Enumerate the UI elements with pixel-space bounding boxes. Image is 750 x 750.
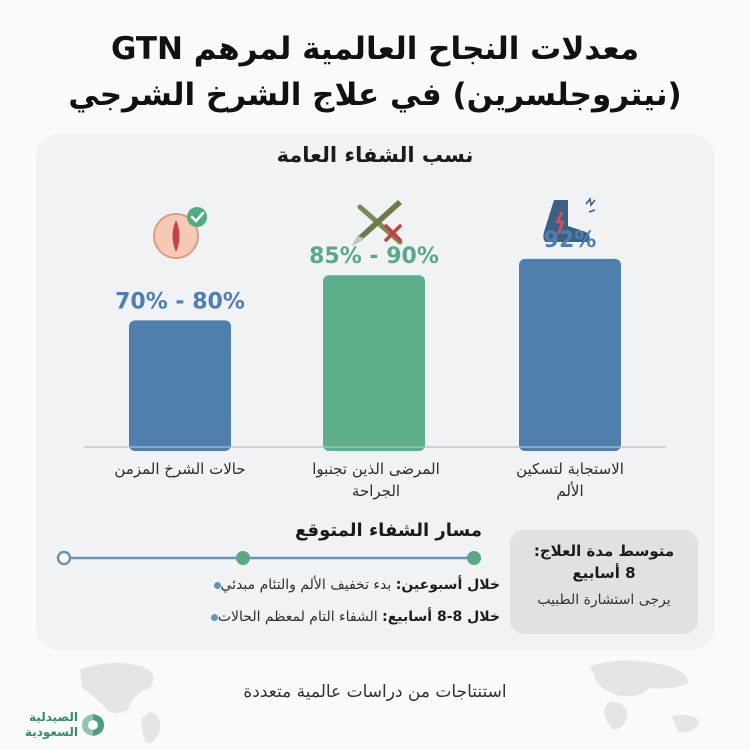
- bar-data-label: 70% - 80%: [115, 289, 245, 314]
- category-label-line: الاستجابة لتسكين: [516, 460, 624, 478]
- world-map-decoration: [80, 660, 700, 743]
- bullet-dot: [213, 581, 221, 589]
- bullet-text: بدء تخفيف الألم والتئام مبدئي: [220, 577, 396, 593]
- category-label-line: المرضى الذين تجنبوا: [312, 460, 440, 478]
- recovery-bullet: خلال 8-8 أسابيع: الشفاء التام لمعظم الحا…: [100, 609, 500, 625]
- category-label: الاستجابة لتسكين الألم: [480, 458, 660, 502]
- bullet-bold: خلال 8-8 أسابيع:: [382, 609, 500, 625]
- bar-data-label: 85% - 90%: [309, 244, 439, 269]
- bars-layer: 70% - 80% 85% - 90% 92%: [115, 228, 621, 451]
- pain-relief-icon: [543, 197, 596, 242]
- category-label-line: الجراحة: [351, 482, 401, 500]
- bar: [323, 275, 425, 451]
- bullet-bold: خلال أسبوعين:: [395, 577, 500, 593]
- bullet-dot: [210, 613, 218, 621]
- footer-text: استنتاجات من دراسات عالمية متعددة: [243, 682, 507, 702]
- category-label: المرضى الذين تجنبوا الجراحة: [286, 458, 466, 502]
- duration-value: 8 أسابيع: [572, 564, 636, 582]
- brand-logo: الصيدلية السعودية: [14, 708, 134, 744]
- scalpel-crossed-icon: [352, 200, 403, 246]
- fissure-check-icon: [153, 207, 207, 259]
- category-label: حالات الشرخ المزمن: [114, 460, 246, 478]
- duration-box: متوسط مدة العلاج: 8 أسابيع يرجى استشارة …: [510, 530, 698, 634]
- recovery-bullet: خلال أسبوعين: بدء تخفيف الألم والتئام مب…: [100, 577, 500, 593]
- bar: [129, 320, 231, 451]
- bullet-text: الشفاء التام لمعظم الحالات: [217, 609, 383, 625]
- duration-note: يرجى استشارة الطبيب: [537, 592, 671, 608]
- title-line-1: معدلات النجاح العالمية لمرهم GTN: [110, 31, 640, 67]
- chart-title: نسب الشفاء العامة: [276, 143, 474, 167]
- logo-mark-icon: [82, 714, 104, 736]
- bar-data-label: 92%: [544, 228, 597, 253]
- logo-line-1: الصيدلية: [29, 710, 78, 724]
- page-title: معدلات النجاح العالمية لمرهم GTN (نيتروج…: [20, 26, 730, 118]
- logo-line-2: السعودية: [24, 725, 78, 739]
- duration-label: متوسط مدة العلاج:: [533, 542, 675, 560]
- title-line-2: (نيتروجلسرين) في علاج الشرخ الشرجي: [68, 77, 682, 113]
- logo-text: الصيدلية السعودية: [14, 710, 78, 740]
- bar: [519, 258, 621, 451]
- category-label-line: الألم: [556, 482, 584, 500]
- recovery-title: مسار الشفاء المتوقع: [295, 520, 482, 541]
